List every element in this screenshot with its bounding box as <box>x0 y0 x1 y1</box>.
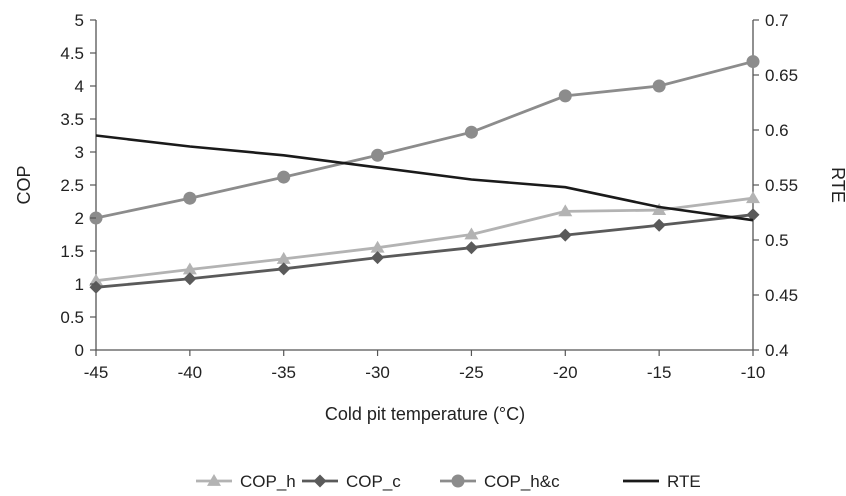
data-point-1 <box>183 272 197 286</box>
legend-item-2: COP_h&c <box>440 472 560 491</box>
x-axis-title: Cold pit temperature (°C) <box>325 404 525 424</box>
y-left-tick-label: 0 <box>75 341 84 360</box>
x-tick-label: -10 <box>741 363 766 382</box>
data-point-1 <box>746 208 760 222</box>
axes <box>95 20 754 351</box>
legend-item-3: RTE <box>623 472 701 491</box>
series-line-0 <box>95 196 754 283</box>
x-tick-label: -15 <box>647 363 672 382</box>
ticks-layer: 0 0.5 1 1.5 2 2.5 3 3.5 4 4.5 5 0.4 0.45 0.5 0.55 0.6 0.… <box>60 11 798 382</box>
y-left-tick-label: 1 <box>75 275 84 294</box>
series-line-2 <box>95 60 754 220</box>
series-0 <box>89 191 760 286</box>
data-point-2 <box>371 148 385 162</box>
y-right-tick-label: 0.65 <box>765 66 798 85</box>
legend-label-2: COP_h&c <box>484 472 560 491</box>
x-tick-label: -25 <box>459 363 484 382</box>
data-point-1 <box>371 251 385 265</box>
x-tick-label: -40 <box>178 363 203 382</box>
y-axis-left-title: COP <box>14 165 34 204</box>
y-right-tick-label: 0.6 <box>765 121 789 140</box>
y-left-tick-label: 1.5 <box>60 242 84 261</box>
y-left-tick-label: 2.5 <box>60 176 84 195</box>
data-point-0 <box>558 204 573 217</box>
data-point-2 <box>183 191 197 205</box>
series-2 <box>89 55 760 225</box>
data-point-2 <box>652 79 666 93</box>
series-3 <box>95 134 754 222</box>
x-tick-label: -20 <box>553 363 578 382</box>
y-right-tick-label: 0.45 <box>765 286 798 305</box>
y-left-tick-label: 4.5 <box>60 44 84 63</box>
y-left-tick-label: 0.5 <box>60 308 84 327</box>
x-tick-label: -45 <box>84 363 109 382</box>
y-left-tick-label: 5 <box>75 11 84 30</box>
y-axis-right-title: RTE <box>828 167 846 203</box>
y-right-tick-label: 0.55 <box>765 176 798 195</box>
legend-item-0: COP_h <box>196 472 296 491</box>
legend: COP_h COP_c COP_h&c RTE <box>196 472 701 491</box>
legend-label-1: COP_c <box>346 472 401 491</box>
data-point-1 <box>277 262 291 276</box>
legend-item-1: COP_c <box>302 472 401 491</box>
x-tick-label: -30 <box>365 363 390 382</box>
legend-marker-2 <box>451 474 465 488</box>
legend-label-3: RTE <box>667 472 701 491</box>
y-left-tick-label: 3.5 <box>60 110 84 129</box>
data-point-1 <box>652 218 666 232</box>
legend-marker-1 <box>313 474 327 488</box>
data-point-2 <box>277 170 291 184</box>
legend-label-0: COP_h <box>240 472 296 491</box>
data-point-0 <box>464 227 479 240</box>
data-point-0 <box>182 262 197 275</box>
x-tick-label: -35 <box>271 363 296 382</box>
data-point-2 <box>746 55 760 69</box>
y-left-tick-label: 3 <box>75 143 84 162</box>
data-point-1 <box>558 228 572 242</box>
y-left-tick-label: 2 <box>75 209 84 228</box>
legend-marker-0 <box>207 474 221 486</box>
series-1 <box>89 208 760 294</box>
y-right-tick-label: 0.7 <box>765 11 789 30</box>
y-right-tick-label: 0.5 <box>765 231 789 250</box>
series-layer <box>89 55 760 294</box>
y-right-tick-label: 0.4 <box>765 341 789 360</box>
series-line-3 <box>95 134 754 222</box>
data-point-2 <box>558 89 572 103</box>
data-point-0 <box>89 273 103 286</box>
y-left-tick-label: 4 <box>75 77 84 96</box>
data-point-0 <box>652 203 667 215</box>
data-point-0 <box>370 240 385 253</box>
data-point-2 <box>464 125 478 139</box>
data-point-0 <box>746 191 760 204</box>
data-point-0 <box>276 251 291 264</box>
data-point-1 <box>464 241 478 255</box>
series-line-1 <box>95 213 754 289</box>
